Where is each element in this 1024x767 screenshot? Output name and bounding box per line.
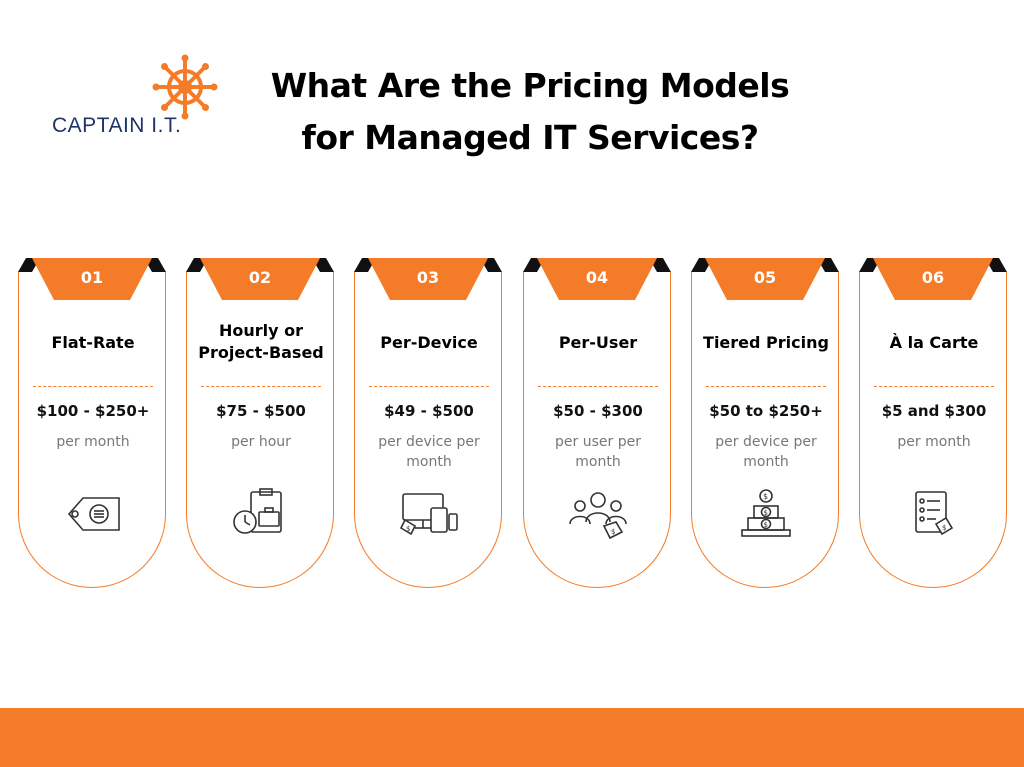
svg-text:$: $ [763,492,768,501]
svg-text:$: $ [764,509,768,517]
title-line-1: What Are the Pricing Models [270,66,790,105]
tab-shape [186,258,334,300]
price-tag-icon [61,488,125,540]
tab-shape [523,258,671,300]
title-line-2: for Managed IT Services? [301,118,759,157]
card-number: 05 [753,268,777,287]
users-tag-icon: $ [566,488,630,540]
pricing-card: Per-User $50 - $300 per user per month $ [523,272,671,588]
card-divider [538,386,658,387]
devices-icon: $ [397,488,461,540]
card-price-unit: per device per month [715,434,817,470]
card-number: 06 [921,268,945,287]
svg-text:$: $ [764,521,768,529]
card-price-unit: per user per month [555,434,641,470]
card-title: Hourly or Project-Based [198,321,324,362]
logo-wordmark: CAPTAIN I.T. [52,114,182,137]
card-number-tab: 05 [691,258,839,302]
tab-shape [859,258,1007,300]
pricing-card: Per-Device $49 - $500 per device per mon… [354,272,502,588]
card-title: Per-User [558,333,638,352]
pricing-card: Hourly or Project-Based $75 - $500 per h… [186,272,334,588]
card-number-tab: 04 [523,258,671,302]
card-number-tab: 02 [186,258,334,302]
card-price-unit: per month [56,434,130,450]
ship-wheel-icon [152,54,218,120]
card-number: 04 [585,268,609,287]
card-title: À la Carte [889,333,979,352]
page-title: What Are the Pricing Models for Managed … [230,60,830,164]
card-price: $50 - $300 [553,402,643,420]
card-price-unit: per hour [231,434,291,450]
footer-bar [0,708,1024,767]
card-number-tab: 03 [354,258,502,302]
card-number: 02 [248,268,272,287]
pricing-card: À la Carte $5 and $300 per month $ [859,272,1007,588]
tab-shape [18,258,166,300]
card-number-tab: 01 [18,258,166,302]
svg-text:$: $ [611,528,615,536]
card-price: $75 - $500 [216,402,306,420]
card-price-unit: per device per month [378,434,480,470]
tiered-coins-icon: $ $ $ [734,488,798,540]
svg-text:$: $ [942,524,946,532]
card-divider [706,386,826,387]
clock-briefcase-icon [229,488,293,540]
card-title: Per-Device [380,333,478,352]
pricing-card: Tiered Pricing $50 to $250+ per device p… [691,272,839,588]
card-price: $50 to $250+ [709,402,823,420]
checklist-tag-icon: $ [902,488,966,540]
card-number-tab: 06 [859,258,1007,302]
card-number: 01 [80,268,104,287]
card-divider [33,386,153,387]
tab-shape [691,258,839,300]
svg-text:$: $ [406,525,410,533]
pricing-card: Flat-Rate $100 - $250+ per month [18,272,166,588]
card-price: $100 - $250+ [36,402,150,420]
card-price-unit: per month [897,434,971,450]
card-divider [369,386,489,387]
tab-shape [354,258,502,300]
card-divider [874,386,994,387]
card-title: Tiered Pricing [703,333,829,352]
card-price: $5 and $300 [881,402,987,420]
card-divider [201,386,321,387]
captain-it-logo: CAPTAIN I.T. [52,52,222,142]
card-number: 03 [416,268,440,287]
card-price: $49 - $500 [384,402,474,420]
card-title: Flat-Rate [51,333,135,352]
